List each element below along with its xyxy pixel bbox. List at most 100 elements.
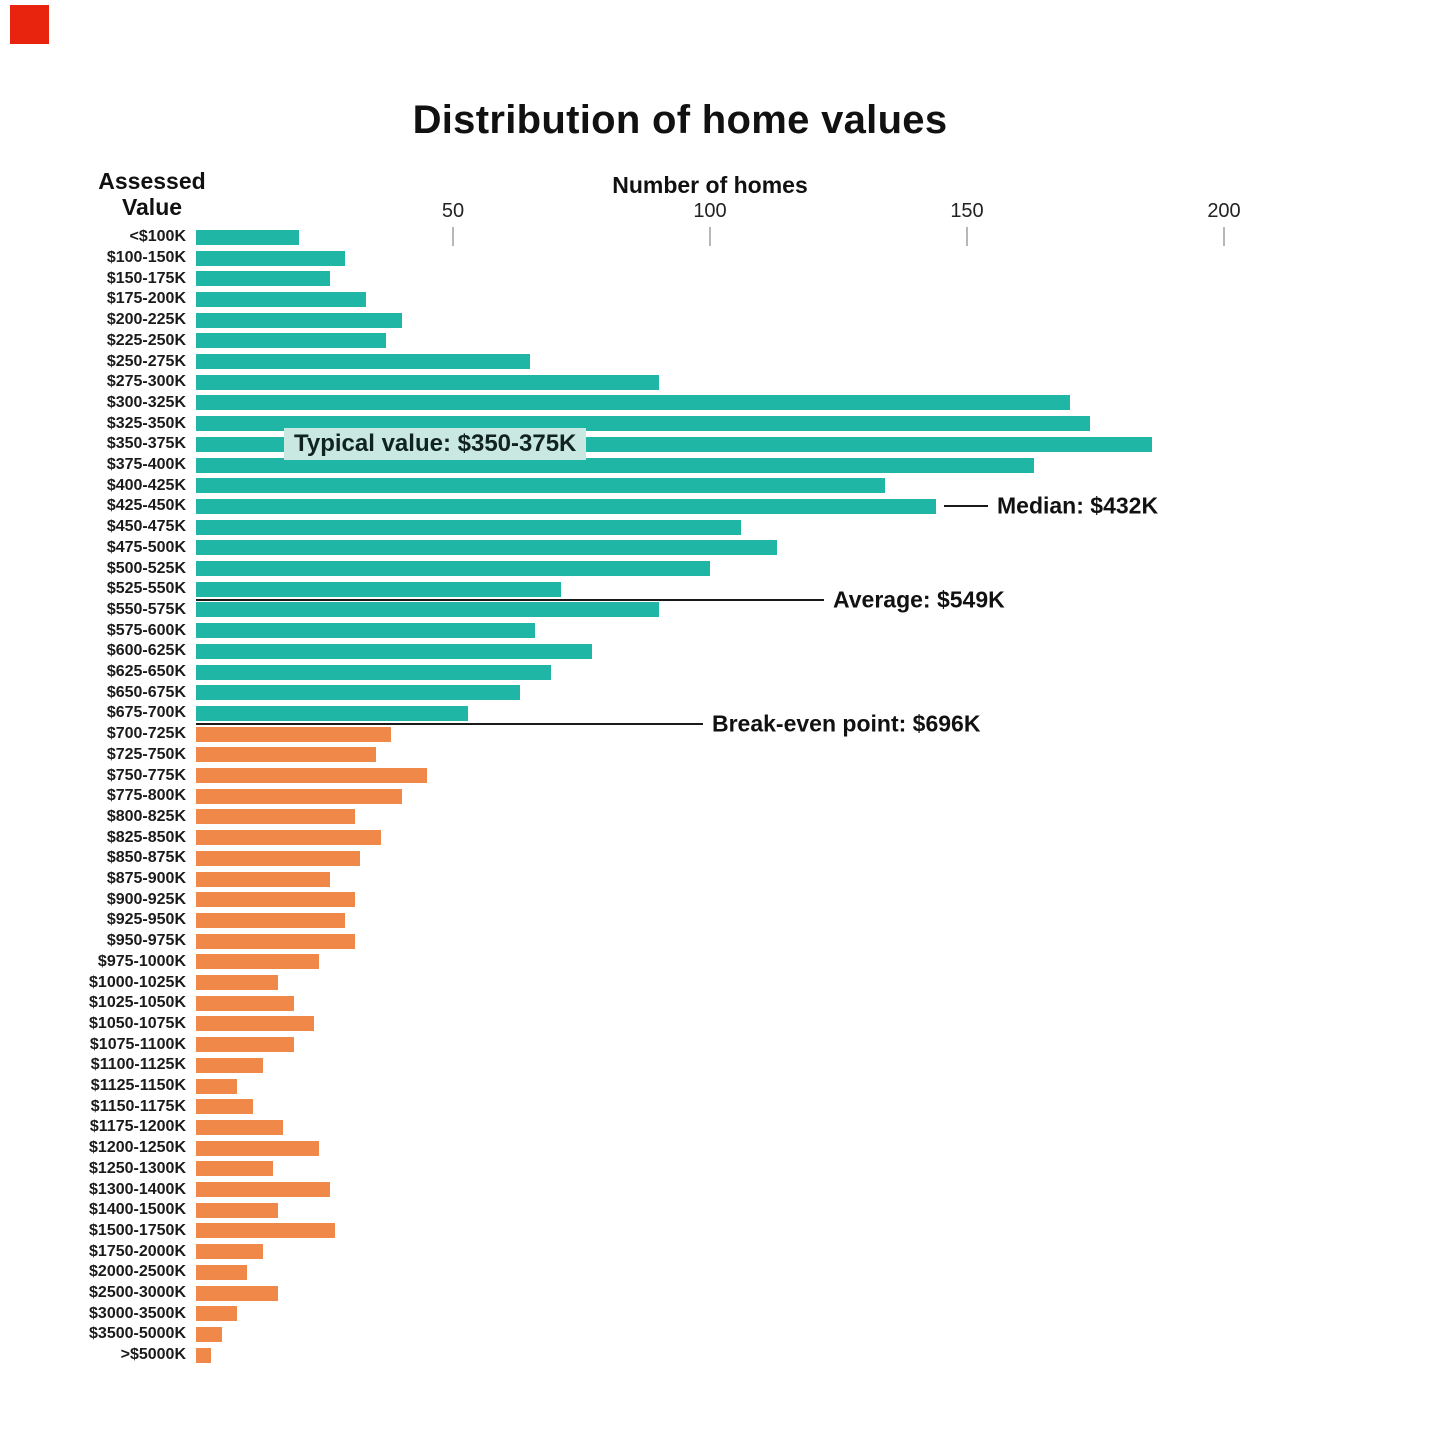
category-label: <$100K xyxy=(129,228,187,246)
bar xyxy=(196,1326,222,1342)
chart-row: $1150-1175K xyxy=(0,1096,1449,1117)
bar xyxy=(196,581,561,597)
bar xyxy=(196,850,361,866)
category-label: $275-300K xyxy=(106,373,186,391)
chart-row: $1000-1025K xyxy=(0,972,1449,993)
category-label: $1750-2000K xyxy=(89,1242,186,1260)
category-label: $700-725K xyxy=(106,725,186,743)
bar xyxy=(196,623,536,639)
bar xyxy=(196,1244,263,1260)
category-label: $550-575K xyxy=(106,600,186,618)
category-label: $325-350K xyxy=(106,414,186,432)
bar xyxy=(196,912,346,928)
chart-row: $575-600K xyxy=(0,620,1449,641)
chart-row: $875-900K xyxy=(0,869,1449,890)
category-label: $1000-1025K xyxy=(89,973,186,991)
chart-row: $1250-1300K xyxy=(0,1159,1449,1180)
chart-row: $750-775K xyxy=(0,765,1449,786)
category-label: $3000-3500K xyxy=(89,1304,186,1322)
bar xyxy=(196,291,366,307)
category-label: $450-475K xyxy=(106,518,186,536)
break-even-annotation: Break-even point: $696K xyxy=(712,710,981,737)
chart-row: $300-325K xyxy=(0,393,1449,414)
chart-row: $225-250K xyxy=(0,331,1449,352)
average-annotation: Average: $549K xyxy=(833,586,1005,613)
chart-row: $450-475K xyxy=(0,517,1449,538)
category-label: $175-200K xyxy=(106,290,186,308)
bar xyxy=(196,478,885,494)
bar xyxy=(196,1078,238,1094)
chart-row: $275-300K xyxy=(0,372,1449,393)
chart-row: $1050-1075K xyxy=(0,1014,1449,1035)
bar xyxy=(196,1161,274,1177)
bar xyxy=(196,705,469,721)
x-tick-label: 150 xyxy=(950,200,984,222)
category-label: $625-650K xyxy=(106,663,186,681)
chart-row: $725-750K xyxy=(0,745,1449,766)
category-label: $150-175K xyxy=(106,269,186,287)
x-axis-title: Number of homes xyxy=(612,172,808,198)
x-tick-mark xyxy=(452,227,454,246)
chart-row: $650-675K xyxy=(0,682,1449,703)
y-axis-title-line2: Value xyxy=(121,194,183,220)
category-label: $850-875K xyxy=(106,849,186,867)
bar xyxy=(196,333,387,349)
category-label: $425-450K xyxy=(106,497,186,515)
chart-row: $925-950K xyxy=(0,910,1449,931)
category-label: $1025-1050K xyxy=(89,994,186,1012)
category-label: $650-675K xyxy=(106,683,186,701)
bar xyxy=(196,1285,279,1301)
category-label: $675-700K xyxy=(106,704,186,722)
y-axis-title: Assessed Value xyxy=(57,168,247,220)
bar xyxy=(196,1182,330,1198)
bar xyxy=(196,250,346,266)
bar xyxy=(196,664,551,680)
bar xyxy=(196,1202,279,1218)
chart-row: $1300-1400K xyxy=(0,1179,1449,1200)
chart-row: $700-725K xyxy=(0,724,1449,745)
chart-row: $1500-1750K xyxy=(0,1221,1449,1242)
category-label: $575-600K xyxy=(106,621,186,639)
bar xyxy=(196,685,520,701)
typical-value-annotation: Typical value: $350-375K xyxy=(284,428,587,461)
chart-row: $1125-1150K xyxy=(0,1076,1449,1097)
category-label: $775-800K xyxy=(106,787,186,805)
bar xyxy=(196,830,382,846)
category-label: $1500-1750K xyxy=(89,1221,186,1239)
chart-row: $775-800K xyxy=(0,786,1449,807)
category-label: $825-850K xyxy=(106,828,186,846)
bar xyxy=(196,954,320,970)
x-tick-mark xyxy=(1223,227,1225,246)
y-axis-title-line1: Assessed xyxy=(98,168,206,194)
bar xyxy=(196,395,1070,411)
chart-title: Distribution of home values xyxy=(412,98,948,142)
x-tick-label: 50 xyxy=(441,200,465,222)
bar xyxy=(196,1037,294,1053)
bar xyxy=(196,436,1153,452)
category-label: $300-325K xyxy=(106,393,186,411)
bar xyxy=(196,788,402,804)
category-label: $925-950K xyxy=(106,911,186,929)
category-label: $1175-1200K xyxy=(89,1118,186,1136)
chart-row: $1200-1250K xyxy=(0,1138,1449,1159)
chart-row: $250-275K xyxy=(0,351,1449,372)
bar xyxy=(196,1347,212,1363)
chart-row: $425-450K xyxy=(0,496,1449,517)
average-rule-line xyxy=(196,598,824,601)
bar xyxy=(196,995,294,1011)
chart-row: $525-550K xyxy=(0,579,1449,600)
chart-row: $3000-3500K xyxy=(0,1303,1449,1324)
bar xyxy=(196,1306,238,1322)
chart-row: $2000-2500K xyxy=(0,1262,1449,1283)
category-label: $1075-1100K xyxy=(89,1035,186,1053)
x-tick-label: 200 xyxy=(1207,200,1241,222)
bar xyxy=(196,519,741,535)
bar xyxy=(196,1057,263,1073)
bar xyxy=(196,933,356,949)
bar xyxy=(196,871,330,887)
x-tick-mark xyxy=(966,227,968,246)
chart-row: $1100-1125K xyxy=(0,1055,1449,1076)
bar xyxy=(196,892,356,908)
category-label: $1300-1400K xyxy=(89,1180,186,1198)
